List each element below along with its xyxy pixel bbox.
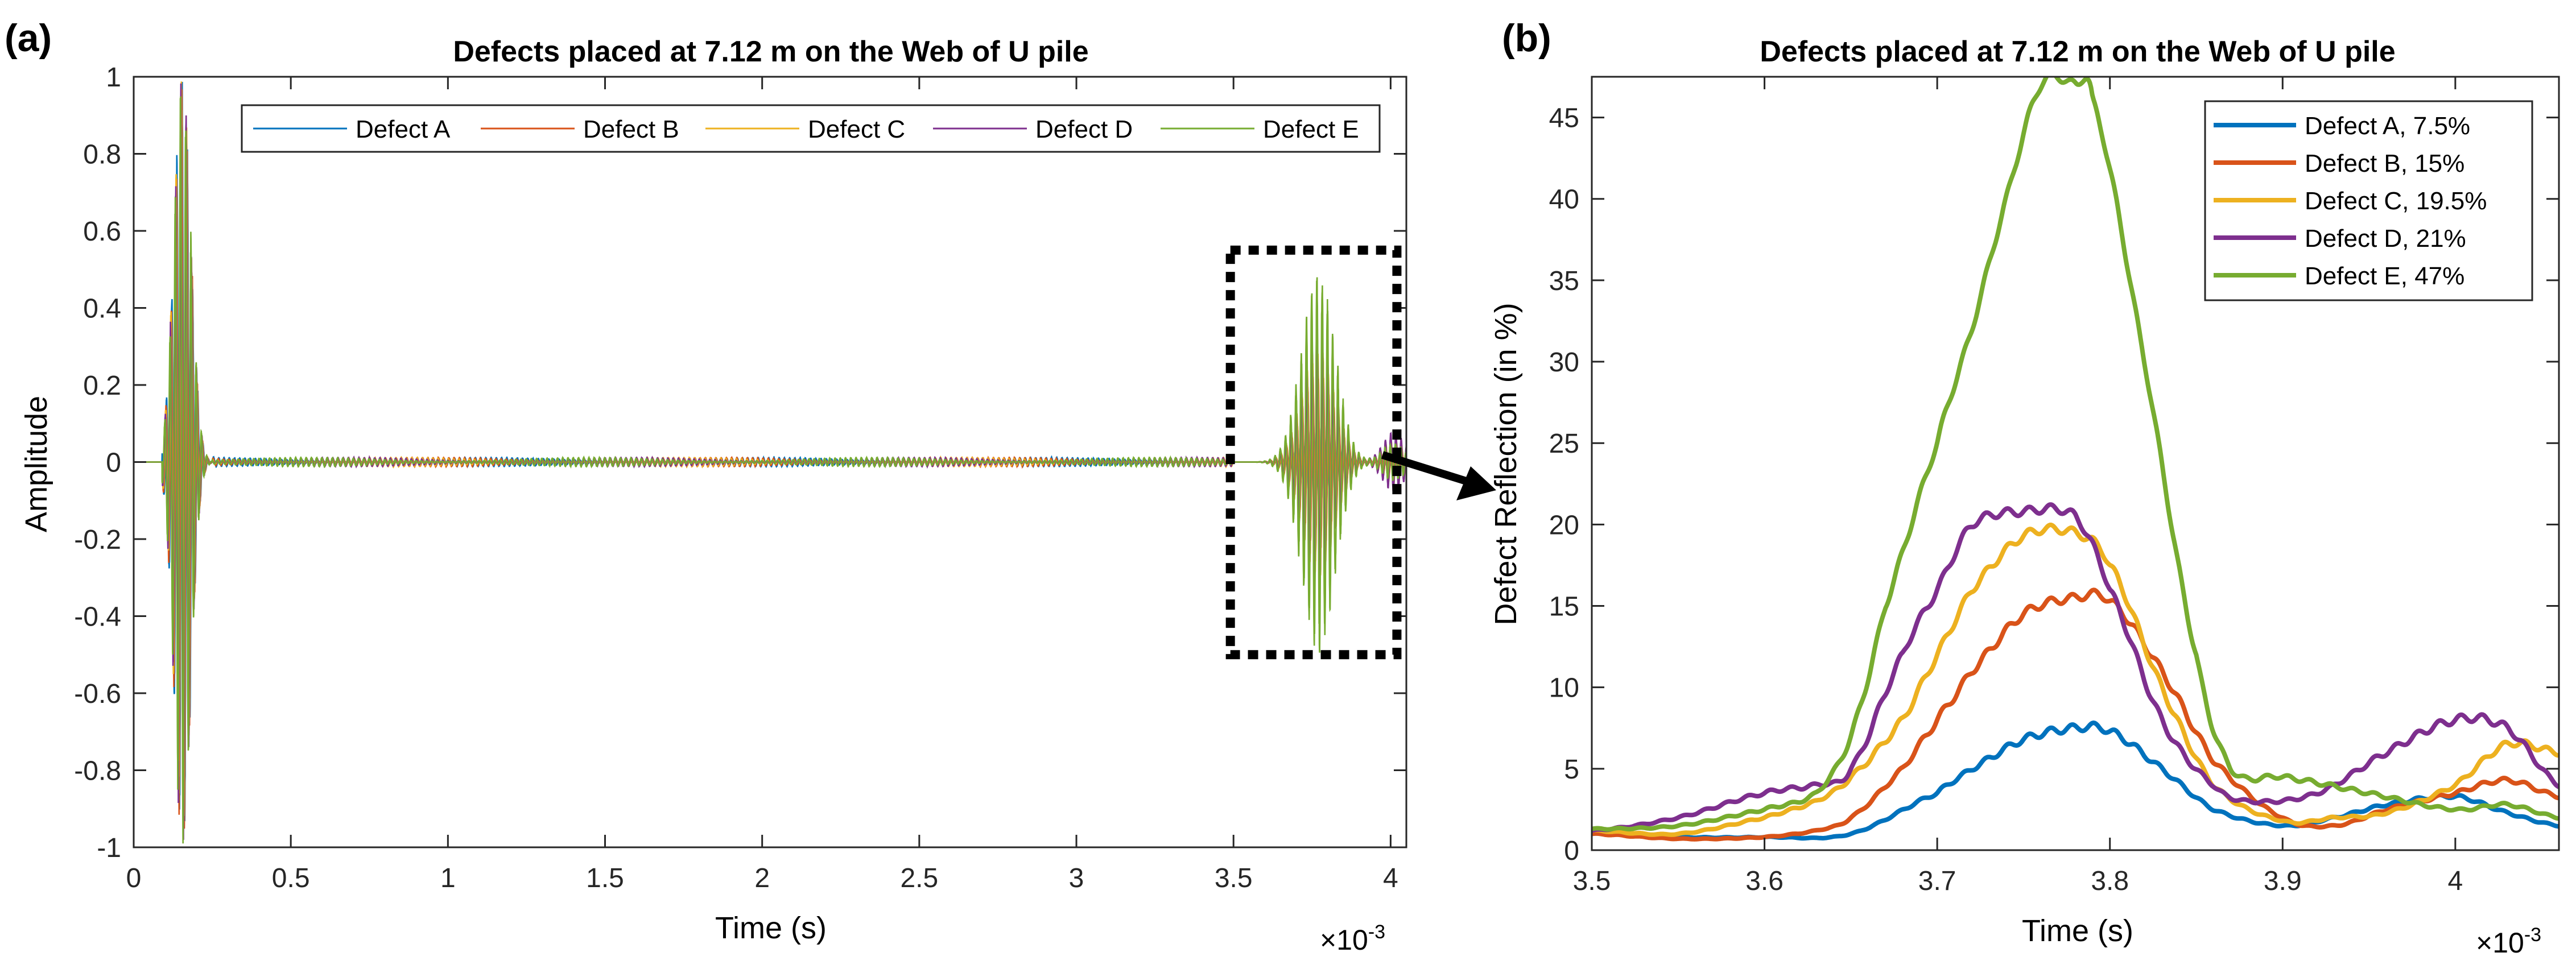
plot-frame-1: [1591, 76, 2560, 851]
series-line-b-5: [1592, 77, 2559, 832]
y-tick-label-0: -0.2: [74, 525, 121, 555]
x-exponent-base-a: ×10: [1320, 924, 1368, 956]
zoom-annotation: [1225, 245, 1496, 660]
legend-label-b-5: Defect E, 47%: [2305, 262, 2464, 290]
x-exponent-b: ×10-3: [2476, 924, 2541, 959]
legend-label-a-1: Defect A: [356, 115, 451, 143]
x-tick-label-1: 3.7: [1918, 866, 1956, 896]
y-axis-label-b: Defect Reflection (in %): [1489, 303, 1523, 625]
y-tick-label-0: -1: [97, 833, 121, 863]
y-tick-label-1: 0: [1564, 836, 1579, 866]
x-tick-label-1: 3.5: [1573, 866, 1611, 896]
legend-label-a-2: Defect B: [583, 115, 679, 143]
legend-label-a-3: Defect C: [808, 115, 905, 143]
y-tick-label-0: 1: [106, 63, 121, 93]
y-tick-label-0: 0.6: [83, 217, 121, 247]
zoom-arrow-head: [1456, 466, 1496, 500]
y-tick-label-1: 20: [1549, 510, 1579, 540]
x-tick-label-0: 3.5: [1215, 863, 1253, 893]
x-tick-label-0: 2: [754, 863, 770, 893]
y-tick-label-1: 35: [1549, 266, 1579, 296]
zoom-dashed-box: [1225, 245, 1402, 660]
x-tick-label-0: 2.5: [900, 863, 938, 893]
y-tick-label-0: -0.6: [74, 679, 121, 709]
y-tick-label-0: -0.8: [74, 756, 121, 786]
x-axis-label-b: Time (s): [2022, 914, 2133, 948]
chart-series-group-b: [1592, 77, 2559, 842]
x-exponent-base-b: ×10: [2476, 927, 2524, 959]
series-line-a-1: [134, 81, 1407, 822]
series-line-b-2: [1592, 587, 2559, 842]
x-tick-label-0: 3: [1069, 863, 1084, 893]
y-tick-label-1: 25: [1549, 429, 1579, 459]
chart-series-group-a: [134, 81, 1407, 844]
panel-b-line-chart: (b) Defects placed at 7.12 m on the Web …: [1489, 16, 2560, 959]
y-tick-label-0: -0.4: [74, 602, 121, 632]
chart-title-b: Defects placed at 7.12 m on the Web of U…: [1760, 35, 2395, 68]
x-exponent-a: ×10-3: [1320, 921, 1385, 956]
x-tick-label-0: 0.5: [272, 863, 310, 893]
chart-title-a: Defects placed at 7.12 m on the Web of U…: [453, 35, 1088, 68]
y-tick-label-0: 0: [106, 448, 121, 478]
y-tick-label-0: 0.8: [83, 140, 121, 170]
panel-label-a: (a): [5, 16, 52, 60]
x-tick-label-0: 1: [440, 863, 456, 893]
legend-label-b-1: Defect A, 7.5%: [2305, 112, 2470, 140]
y-tick-label-0: 0.4: [83, 294, 121, 324]
panel-a-line-chart: (a) Defects placed at 7.12 m on the Web …: [5, 16, 1496, 956]
y-tick-label-1: 10: [1549, 673, 1579, 703]
chart-legend-b: Defect A, 7.5% Defect B, 15% Defect C, 19.…: [2204, 100, 2533, 301]
legend-label-b-4: Defect D, 21%: [2305, 225, 2466, 252]
legend-label-a-4: Defect D: [1035, 115, 1133, 143]
zoom-arrow-shaft: [1381, 451, 1475, 487]
x-tick-label-1: 3.9: [2264, 866, 2302, 896]
y-tick-label-1: 45: [1549, 103, 1579, 134]
panel-label-b: (b): [1502, 16, 1551, 60]
x-tick-label-0: 1.5: [586, 863, 624, 893]
series-line-b-4: [1592, 502, 2559, 833]
y-tick-label-1: 30: [1549, 347, 1579, 378]
series-line-b-1: [1592, 720, 2559, 841]
x-tick-label-0: 0: [126, 863, 142, 893]
x-exponent-power-b: -3: [2524, 924, 2541, 946]
series-line-b-3: [1592, 523, 2559, 837]
chart-legend-a: Defect A Defect B Defect C Defect D Defect E: [241, 104, 1381, 153]
legend-label-b-3: Defect C, 19.5%: [2305, 187, 2487, 215]
y-tick-label-1: 40: [1549, 185, 1579, 215]
legend-label-b-2: Defect B, 15%: [2305, 150, 2464, 177]
x-axis-label-a: Time (s): [715, 911, 827, 945]
y-tick-label-1: 15: [1549, 592, 1579, 622]
y-tick-label-0: 0.2: [83, 371, 121, 401]
x-tick-label-1: 4: [2448, 866, 2463, 896]
series-line-a-5: [134, 96, 1407, 844]
y-axis-label-a: Amplitude: [19, 396, 53, 532]
x-exponent-power-a: -3: [1368, 921, 1385, 943]
x-tick-label-1: 3.6: [1745, 866, 1784, 896]
x-tick-label-0: 4: [1383, 863, 1398, 893]
series-line-a-3: [134, 81, 1407, 822]
y-tick-label-1: 5: [1564, 755, 1579, 785]
x-tick-label-1: 3.8: [2091, 866, 2129, 896]
legend-label-a-5: Defect E: [1263, 115, 1359, 143]
chart-axes-a: 0 0.5 1 1.5 2 2.5 3 3.5 4 -1 -0.8 -0.6 -0.4 -0.2 0 0.2 0…: [74, 63, 1407, 893]
